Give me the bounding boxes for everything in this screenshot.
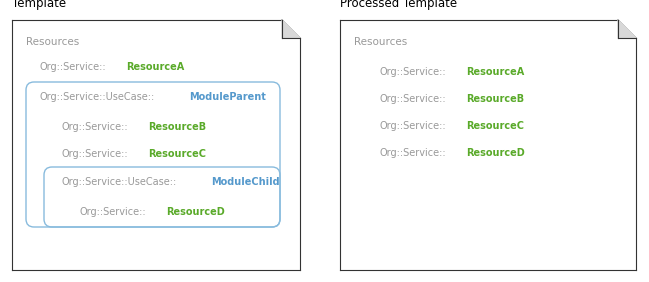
Text: ResourceC: ResourceC — [148, 149, 206, 159]
Text: Org::Service::: Org::Service:: — [40, 62, 106, 72]
Text: Org::Service::UseCase::: Org::Service::UseCase:: — [40, 92, 155, 102]
Text: Org::Service::: Org::Service:: — [80, 207, 147, 217]
Text: Org::Service::: Org::Service:: — [380, 67, 447, 77]
Text: ResourceD: ResourceD — [166, 207, 225, 217]
Polygon shape — [12, 20, 300, 270]
Text: ResourceA: ResourceA — [126, 62, 184, 72]
Text: Resources: Resources — [354, 37, 408, 47]
Text: Resources: Resources — [26, 37, 79, 47]
Text: ModuleChild: ModuleChild — [211, 177, 279, 187]
Text: Processed Template: Processed Template — [340, 0, 457, 10]
Text: Org::Service::UseCase::: Org::Service::UseCase:: — [62, 177, 177, 187]
Text: Org::Service::: Org::Service:: — [62, 149, 129, 159]
Text: ResourceC: ResourceC — [466, 121, 524, 131]
Polygon shape — [340, 20, 636, 270]
Text: ModuleParent: ModuleParent — [189, 92, 265, 102]
Text: ResourceD: ResourceD — [466, 148, 525, 158]
Text: ResourceB: ResourceB — [466, 94, 524, 104]
Text: Org::Service::: Org::Service:: — [62, 122, 129, 132]
Text: ResourceA: ResourceA — [466, 67, 524, 77]
Polygon shape — [282, 20, 300, 38]
Polygon shape — [618, 20, 636, 38]
Text: Org::Service::: Org::Service:: — [380, 121, 447, 131]
Text: Org::Service::: Org::Service:: — [380, 148, 447, 158]
Text: ResourceB: ResourceB — [148, 122, 206, 132]
Text: Org::Service::: Org::Service:: — [380, 94, 447, 104]
Text: Template: Template — [12, 0, 66, 10]
